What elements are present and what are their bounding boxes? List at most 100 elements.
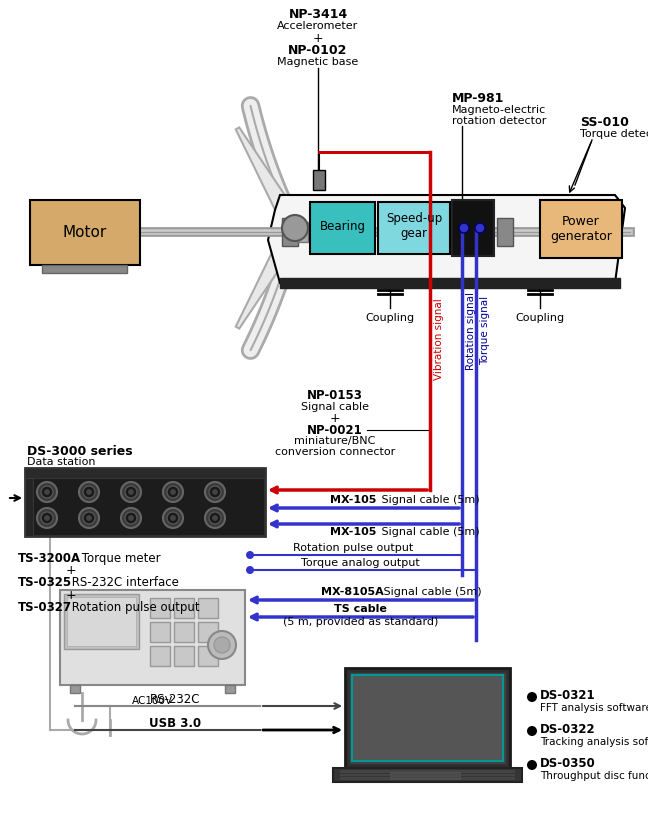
Bar	[313, 170, 325, 190]
Text: SS-010: SS-010	[580, 116, 629, 128]
Bar	[150, 622, 170, 642]
Bar	[174, 622, 194, 642]
Bar	[340, 777, 515, 779]
Circle shape	[163, 508, 183, 528]
Bar	[298, 222, 308, 242]
Bar	[25, 478, 33, 536]
Circle shape	[208, 631, 236, 659]
Bar	[25, 468, 265, 536]
Text: rotation detector: rotation detector	[452, 116, 546, 126]
Circle shape	[83, 512, 95, 524]
Bar	[280, 278, 620, 288]
Circle shape	[170, 489, 176, 495]
Circle shape	[79, 508, 99, 528]
Bar	[225, 685, 235, 693]
Text: Torque signal: Torque signal	[480, 296, 490, 365]
Circle shape	[121, 482, 141, 502]
Text: DS-0350: DS-0350	[540, 756, 596, 769]
Text: Signal cable: Signal cable	[301, 402, 369, 412]
Bar	[378, 202, 450, 254]
Bar	[462, 218, 478, 246]
Bar	[478, 222, 488, 242]
Bar	[198, 622, 218, 642]
Bar	[42, 265, 127, 273]
Text: Speed-up
gear: Speed-up gear	[386, 212, 442, 240]
Text: AC100V: AC100V	[132, 696, 173, 706]
Bar	[25, 468, 265, 478]
Circle shape	[83, 486, 95, 498]
Circle shape	[170, 515, 176, 520]
Circle shape	[121, 508, 141, 528]
Bar	[333, 768, 522, 782]
Bar	[67, 597, 136, 646]
Circle shape	[209, 486, 221, 498]
Bar	[540, 200, 622, 258]
Bar	[345, 668, 510, 768]
Text: +: +	[330, 412, 340, 424]
Circle shape	[37, 482, 57, 502]
Circle shape	[527, 692, 537, 702]
Text: Data station: Data station	[27, 457, 95, 467]
Circle shape	[213, 515, 218, 520]
Bar	[150, 598, 170, 618]
Circle shape	[125, 512, 137, 524]
Bar	[452, 200, 494, 256]
Text: MP-981: MP-981	[452, 91, 504, 104]
Text: Motor: Motor	[63, 224, 107, 239]
Circle shape	[125, 486, 137, 498]
Circle shape	[209, 512, 221, 524]
Text: TS-3200A: TS-3200A	[18, 552, 81, 565]
Bar	[340, 770, 515, 773]
Text: Torque analog output: Torque analog output	[301, 558, 420, 568]
Bar	[340, 774, 515, 776]
Text: Rotation pulse output: Rotation pulse output	[294, 543, 413, 553]
Text: NP-0102: NP-0102	[288, 44, 348, 57]
Text: Bearing: Bearing	[319, 219, 365, 233]
Circle shape	[45, 515, 49, 520]
Circle shape	[86, 489, 91, 495]
Text: +: +	[313, 31, 323, 44]
Bar	[352, 675, 503, 761]
Text: MX-105: MX-105	[330, 495, 376, 505]
Bar	[497, 218, 513, 246]
Circle shape	[41, 512, 53, 524]
Text: DS-0322: DS-0322	[540, 723, 596, 736]
Text: miniature/BNC: miniature/BNC	[294, 436, 376, 446]
Polygon shape	[236, 127, 304, 233]
Text: Torque detector: Torque detector	[580, 129, 648, 139]
Bar	[150, 646, 170, 666]
Text: Torque meter: Torque meter	[78, 552, 161, 565]
Text: Accelerometer: Accelerometer	[277, 21, 358, 31]
Text: DS-0321: DS-0321	[540, 689, 596, 701]
Bar	[70, 685, 80, 693]
Bar	[64, 594, 139, 649]
Text: MX-105: MX-105	[330, 527, 376, 537]
Text: DS-3000 series: DS-3000 series	[27, 445, 133, 458]
Text: conversion connector: conversion connector	[275, 447, 395, 457]
Circle shape	[128, 515, 133, 520]
Circle shape	[527, 726, 537, 736]
Text: RS-232C interface: RS-232C interface	[68, 575, 179, 589]
Text: Signal cable (5m): Signal cable (5m)	[380, 587, 482, 597]
Text: Vibration signal: Vibration signal	[434, 298, 444, 380]
Text: TS cable: TS cable	[334, 604, 387, 614]
Text: Rotation pulse output: Rotation pulse output	[68, 601, 200, 613]
Bar	[174, 598, 194, 618]
Text: Magnetic base: Magnetic base	[277, 57, 358, 67]
Text: Throughput disc function: Throughput disc function	[540, 771, 648, 781]
Text: Coupling: Coupling	[365, 313, 415, 323]
Text: MX-8105A: MX-8105A	[321, 587, 384, 597]
Circle shape	[167, 512, 179, 524]
Circle shape	[213, 489, 218, 495]
Circle shape	[205, 482, 225, 502]
Text: FFT analysis software: FFT analysis software	[540, 703, 648, 713]
Polygon shape	[295, 220, 375, 235]
Text: Signal cable (5m): Signal cable (5m)	[378, 495, 480, 505]
Circle shape	[475, 223, 485, 233]
Bar	[310, 202, 375, 254]
Circle shape	[282, 215, 308, 241]
Polygon shape	[268, 195, 625, 283]
Circle shape	[214, 637, 230, 653]
Circle shape	[128, 489, 133, 495]
Circle shape	[41, 486, 53, 498]
